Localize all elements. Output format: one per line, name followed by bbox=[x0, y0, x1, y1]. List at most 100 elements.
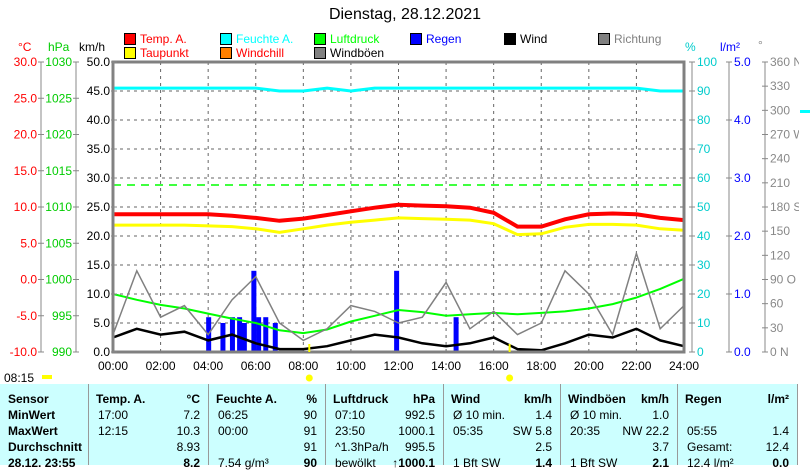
legend-item: Wind bbox=[504, 32, 547, 46]
legend-item: Feuchte A. bbox=[220, 32, 293, 46]
temp-tick-label: 15.0 bbox=[14, 164, 38, 178]
series-temp-a- bbox=[113, 202, 685, 229]
cell-time: 23:50 bbox=[335, 424, 366, 438]
legend-label: Taupunkt bbox=[140, 46, 189, 60]
chart: 30.025.020.015.010.05.00.0-5.0-10.010301… bbox=[9, 55, 810, 382]
temp-unit: °C bbox=[18, 40, 32, 54]
partial-humidity-mark bbox=[800, 110, 810, 113]
direction-tick-label: 150 bbox=[770, 224, 790, 238]
legend-item: Taupunkt bbox=[124, 46, 189, 60]
cell-time: Gesamt: bbox=[687, 440, 733, 454]
speed-tick-label: 20.0 bbox=[87, 229, 111, 243]
legend-swatch bbox=[314, 33, 326, 45]
pressure-tick-label: 995 bbox=[52, 309, 72, 323]
cell-value: NW 22.2 bbox=[622, 424, 669, 438]
humidity-tick-label: 90 bbox=[697, 84, 711, 98]
cell-time: 05:35 bbox=[453, 424, 484, 438]
direction-tick-label: 210 bbox=[770, 176, 790, 190]
humidity-tick-label: 20 bbox=[697, 287, 711, 301]
x-tick-label: 20:00 bbox=[574, 359, 604, 373]
rain-tick-label: 1.0 bbox=[734, 287, 751, 301]
sunrise-icon bbox=[305, 374, 313, 382]
table-column bbox=[560, 384, 678, 465]
temp-tick-label: 10.0 bbox=[14, 200, 38, 214]
x-tick-label: 10:00 bbox=[336, 359, 366, 373]
temp-tick-label: 30.0 bbox=[14, 55, 38, 69]
cell-value: 1.0 bbox=[652, 408, 669, 422]
pressure-tick-label: 1015 bbox=[45, 164, 72, 178]
rain-tick-label: 0.0 bbox=[734, 345, 751, 359]
legend-label: Windböen bbox=[330, 46, 385, 60]
column-unit: hPa bbox=[412, 392, 435, 406]
legend-swatch bbox=[314, 47, 326, 59]
rain-bar bbox=[263, 317, 269, 352]
humidity-tick-label: 60 bbox=[697, 171, 711, 185]
column-unit: km/h bbox=[640, 392, 669, 406]
legend-label: Feuchte A. bbox=[236, 32, 294, 46]
speed-tick-label: 0.0 bbox=[93, 345, 110, 359]
speed-tick-label: 25.0 bbox=[87, 200, 111, 214]
cell-value: 992.5 bbox=[404, 408, 435, 422]
legend-item: Regen bbox=[410, 32, 461, 46]
series-wind bbox=[112, 327, 685, 352]
rain-bar bbox=[237, 317, 243, 352]
humidity-tick-label: 80 bbox=[697, 113, 711, 127]
legend-item: Richtung bbox=[598, 32, 661, 46]
rain-bar bbox=[241, 323, 247, 352]
legend-swatch bbox=[410, 33, 422, 45]
pressure-unit: hPa bbox=[48, 40, 70, 54]
cell-time: Ø 10 min. bbox=[570, 408, 623, 422]
rain-bar bbox=[453, 317, 459, 352]
legend-label: Regen bbox=[426, 32, 462, 46]
cell-value: 995.5 bbox=[404, 440, 435, 454]
table-column bbox=[325, 384, 444, 465]
direction-tick-label: 360 N bbox=[770, 55, 802, 69]
cell-value: 7.2 bbox=[183, 408, 200, 422]
direction-tick-label: 120 bbox=[770, 248, 790, 262]
cell-value: 0.0 bbox=[772, 456, 789, 470]
cell-value: 1000.1 bbox=[398, 424, 435, 438]
legend-swatch bbox=[220, 47, 232, 59]
speed-tick-label: 35.0 bbox=[87, 142, 111, 156]
direction-tick-label: 240 bbox=[770, 152, 790, 166]
column-header: Luftdruck bbox=[333, 392, 389, 406]
row-label: 28.12. 23:55 bbox=[8, 456, 76, 470]
x-tick-label: 06:00 bbox=[241, 359, 271, 373]
temp-tick-label: -10.0 bbox=[10, 345, 38, 359]
series-luftdruck bbox=[112, 277, 685, 335]
cell-value: ↑1000.1 bbox=[392, 456, 435, 470]
speed-tick-label: 45.0 bbox=[87, 84, 111, 98]
x-tick-label: 00:00 bbox=[98, 359, 128, 373]
table-column bbox=[443, 384, 561, 465]
column-header: Sensor bbox=[8, 392, 49, 406]
cell-time: 00:00 bbox=[218, 424, 249, 438]
cell-value: 3.7 bbox=[652, 440, 669, 454]
direction-tick-label: 270 W bbox=[770, 128, 805, 142]
direction-tick-label: 180 S bbox=[770, 200, 801, 214]
series-taupunkt bbox=[113, 216, 685, 237]
column-unit: % bbox=[306, 392, 317, 406]
pressure-tick-label: 1025 bbox=[45, 91, 72, 105]
row-label: MinWert bbox=[8, 408, 56, 422]
x-tick-label: 24:00 bbox=[669, 359, 699, 373]
speed-tick-label: 50.0 bbox=[87, 55, 111, 69]
row-label: MaxWert bbox=[8, 424, 58, 438]
cell-value: 1.4 bbox=[535, 456, 552, 470]
legend-item: Windböen bbox=[314, 46, 384, 60]
row-label: Durchschnitt bbox=[8, 440, 83, 454]
table-column bbox=[208, 384, 326, 465]
rain-bar bbox=[251, 270, 257, 352]
cell-value: 91 bbox=[303, 424, 317, 438]
x-tick-label: 02:00 bbox=[146, 359, 176, 373]
temp-tick-label: 0.0 bbox=[20, 273, 37, 287]
cell-time: 05:55 bbox=[687, 424, 718, 438]
cell-time: Ø 10 min. bbox=[453, 408, 506, 422]
cell-value: SW 5.8 bbox=[512, 424, 552, 438]
column-header: Regen bbox=[685, 392, 722, 406]
legend-swatch bbox=[220, 33, 232, 45]
table-column bbox=[88, 384, 209, 465]
cell-time: 20:35 bbox=[570, 424, 601, 438]
pressure-tick-label: 1020 bbox=[45, 128, 72, 142]
x-tick-label: 12:00 bbox=[383, 359, 413, 373]
x-tick-label: 16:00 bbox=[479, 359, 509, 373]
